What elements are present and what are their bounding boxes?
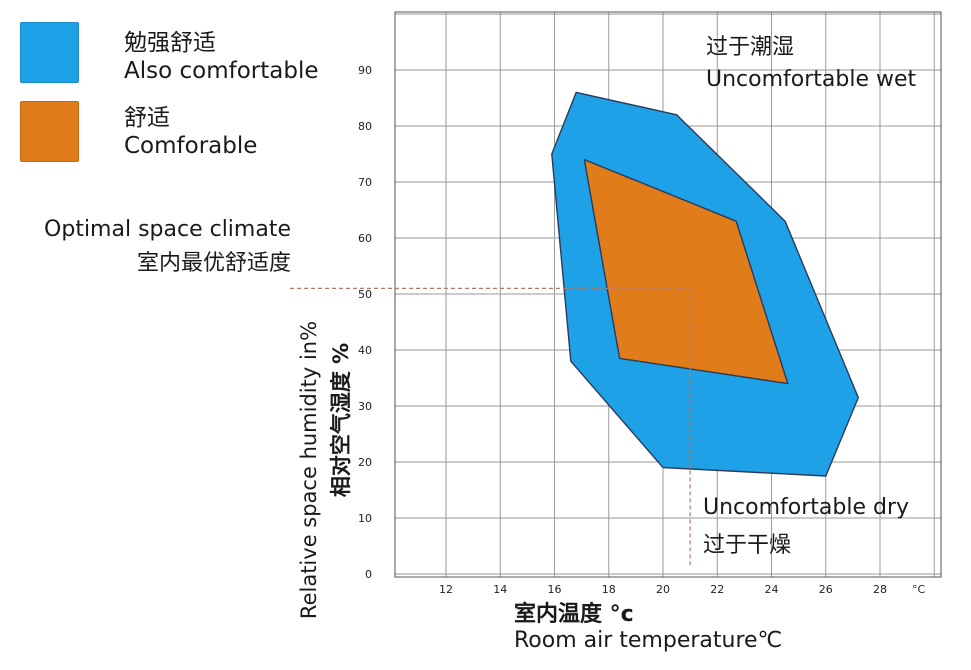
dry-zone-label-zh: 过于干燥 [703, 533, 792, 558]
dry-zone-label-en: Uncomfortable dry [703, 495, 910, 520]
optimal-guide-lines [290, 287, 691, 565]
x-tick-label: 16 [548, 583, 562, 596]
y-tick-labels: 0 10 20 30 40 50 60 70 80 90 [358, 64, 372, 581]
plot-frame [394, 11, 942, 578]
x-axis-unit: °C [912, 583, 926, 596]
y-axis-label-zh: 相对空气湿度 % [329, 343, 353, 497]
x-tick-label: 14 [493, 583, 507, 596]
x-tick-label: 12 [439, 583, 453, 596]
x-tick-label: 22 [710, 583, 724, 596]
legend-label-comfortable-en: Comforable [124, 133, 258, 159]
x-axis-label-en: Room air temperature℃ [514, 628, 783, 653]
optimal-label-en: Optimal space climate [44, 217, 291, 242]
x-tick-labels: 12 14 16 18 20 22 24 26 28 [439, 583, 887, 596]
y-tick-label: 40 [358, 344, 372, 357]
x-tick-label: 20 [656, 583, 670, 596]
optimal-label-zh: 室内最优舒适度 [136, 251, 291, 276]
legend-label-also-comfortable-en: Also comfortable [124, 58, 319, 84]
y-axis-label-en: Relative space humidity in% [297, 321, 321, 619]
area-comfortable [583, 158, 789, 385]
x-tick-label: 26 [819, 583, 833, 596]
x-axis-label-zh: 室内温度 °c [514, 602, 634, 627]
legend-label-also-comfortable-zh: 勉强舒适 [124, 30, 216, 56]
wet-zone-label-en: Uncomfortable wet [706, 67, 917, 92]
wet-zone-label-zh: 过于潮湿 [706, 35, 795, 60]
x-tick-label: 28 [873, 583, 887, 596]
y-tick-label: 60 [358, 232, 372, 245]
x-tick-label: 24 [765, 583, 779, 596]
comfort-areas [551, 91, 859, 477]
x-tick-label: 18 [602, 583, 616, 596]
y-tick-label: 50 [358, 288, 372, 301]
y-tick-label: 80 [358, 120, 372, 133]
y-tick-label: 90 [358, 64, 372, 77]
legend-label-comfortable-zh: 舒适 [124, 105, 170, 131]
y-tick-label: 30 [358, 400, 372, 413]
y-tick-label: 0 [365, 568, 372, 581]
legend-swatch-also-comfortable [20, 22, 79, 83]
y-tick-label: 20 [358, 456, 372, 469]
y-tick-label: 10 [358, 512, 372, 525]
y-tick-label: 70 [358, 176, 372, 189]
legend-swatch-comfortable [20, 101, 79, 162]
